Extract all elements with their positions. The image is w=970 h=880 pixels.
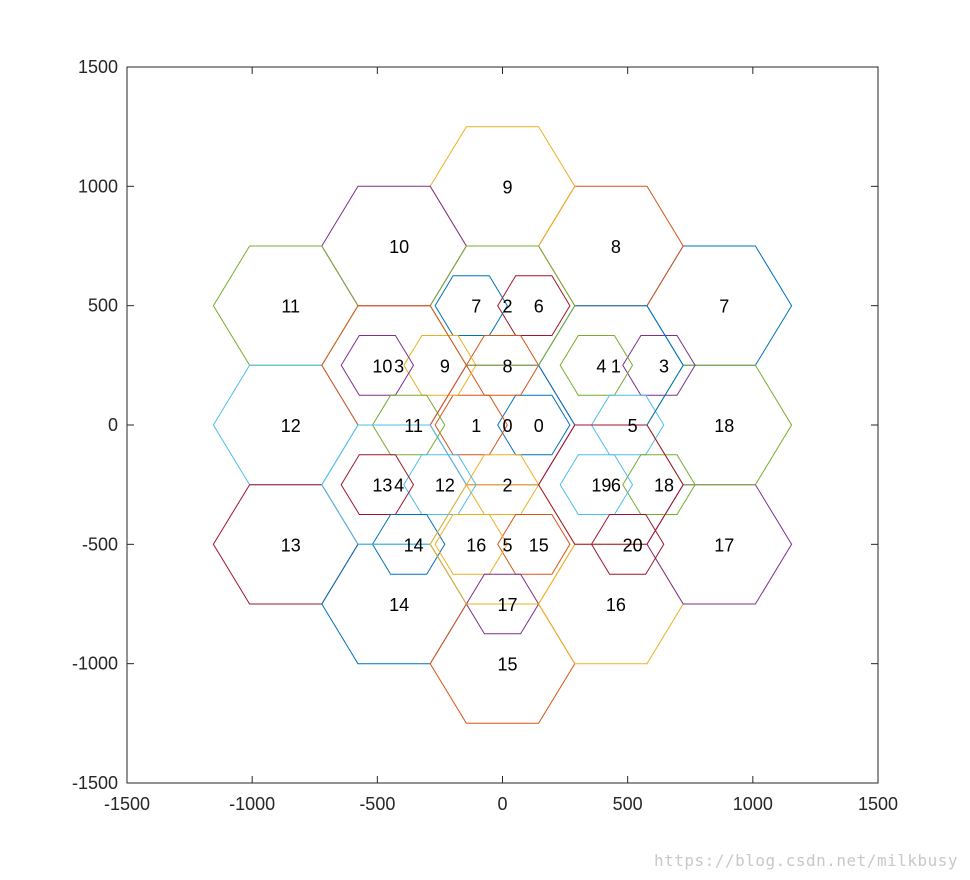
small-cell-label: 19 (591, 476, 611, 496)
y-tick-label: 1000 (78, 176, 118, 196)
x-tick-label: -1500 (104, 794, 150, 814)
small-cell-label: 2 (502, 476, 512, 496)
cells-layer (212, 126, 793, 724)
medium-cell-label: 5 (502, 535, 512, 555)
medium-cell-label: 4 (394, 476, 404, 496)
large-cell-label: 7 (719, 297, 729, 317)
y-tick-label: 500 (88, 296, 118, 316)
small-cell-label: 20 (623, 535, 643, 555)
x-tick-label: 1500 (858, 794, 898, 814)
large-cell-label: 12 (281, 416, 301, 436)
x-tick-label: 0 (497, 794, 507, 814)
y-tick-label: 1500 (78, 57, 118, 77)
x-tick-label: -1000 (229, 794, 275, 814)
large-cell-label: 8 (611, 237, 621, 257)
medium-cell-label: 1 (611, 356, 621, 376)
small-cell-label: 15 (529, 535, 549, 555)
large-cell-label: 18 (714, 416, 734, 436)
small-cell-label: 9 (440, 356, 450, 376)
y-tick-label: -500 (82, 534, 118, 554)
x-tick-label: 1000 (733, 794, 773, 814)
small-cell-label: 1 (471, 416, 481, 436)
large-cell-label: 9 (502, 177, 512, 197)
small-cell-label: 0 (534, 416, 544, 436)
small-hexagon-0 (497, 394, 571, 456)
small-cell-label: 12 (435, 476, 455, 496)
small-cell-label: 17 (497, 595, 517, 615)
y-tick-label: -1000 (72, 654, 118, 674)
small-cell-label: 13 (372, 476, 392, 496)
small-cell-label: 5 (628, 416, 638, 436)
large-cell-label: 11 (281, 297, 300, 317)
medium-cell-label: 6 (611, 476, 621, 496)
small-hexagon-9 (403, 335, 477, 396)
x-tick-label: 500 (613, 794, 643, 814)
watermark-text: https://blog.csdn.net/milkbusy (654, 851, 958, 870)
large-cell-label: 14 (389, 595, 409, 615)
small-hexagon-15 (497, 514, 571, 575)
y-tick-label: 0 (108, 415, 118, 435)
labels-layer: 7891011121314151617180123456789101112131… (281, 177, 735, 674)
x-tick-label: -500 (359, 794, 395, 814)
large-cell-label: 13 (281, 535, 301, 555)
ticks-layer: -1500 -1000 -500 0 500 1000 1500-1500-1000-500… (72, 57, 898, 814)
small-hexagon-18 (622, 454, 696, 515)
medium-cell-label: 3 (394, 356, 404, 376)
medium-hexagon-6 (538, 424, 684, 545)
medium-cell-label: 0 (502, 416, 512, 436)
small-cell-label: 3 (659, 356, 669, 376)
y-tick-label: -1500 (72, 773, 118, 793)
small-cell-label: 6 (534, 297, 544, 317)
small-hexagon-3 (622, 335, 696, 396)
large-cell-label: 17 (714, 535, 734, 555)
small-cell-label: 8 (502, 356, 512, 376)
small-cell-label: 10 (372, 356, 392, 376)
small-cell-label: 7 (471, 297, 481, 317)
medium-cell-label: 2 (502, 297, 512, 317)
large-cell-label: 16 (606, 595, 626, 615)
small-cell-label: 4 (596, 356, 606, 376)
large-cell-label: 15 (497, 655, 517, 675)
small-hexagon-6 (497, 275, 571, 336)
small-cell-label: 14 (404, 535, 424, 555)
small-cell-label: 18 (654, 476, 674, 496)
small-cell-label: 11 (404, 416, 423, 436)
large-cell-label: 10 (389, 237, 409, 257)
small-cell-label: 16 (466, 535, 486, 555)
